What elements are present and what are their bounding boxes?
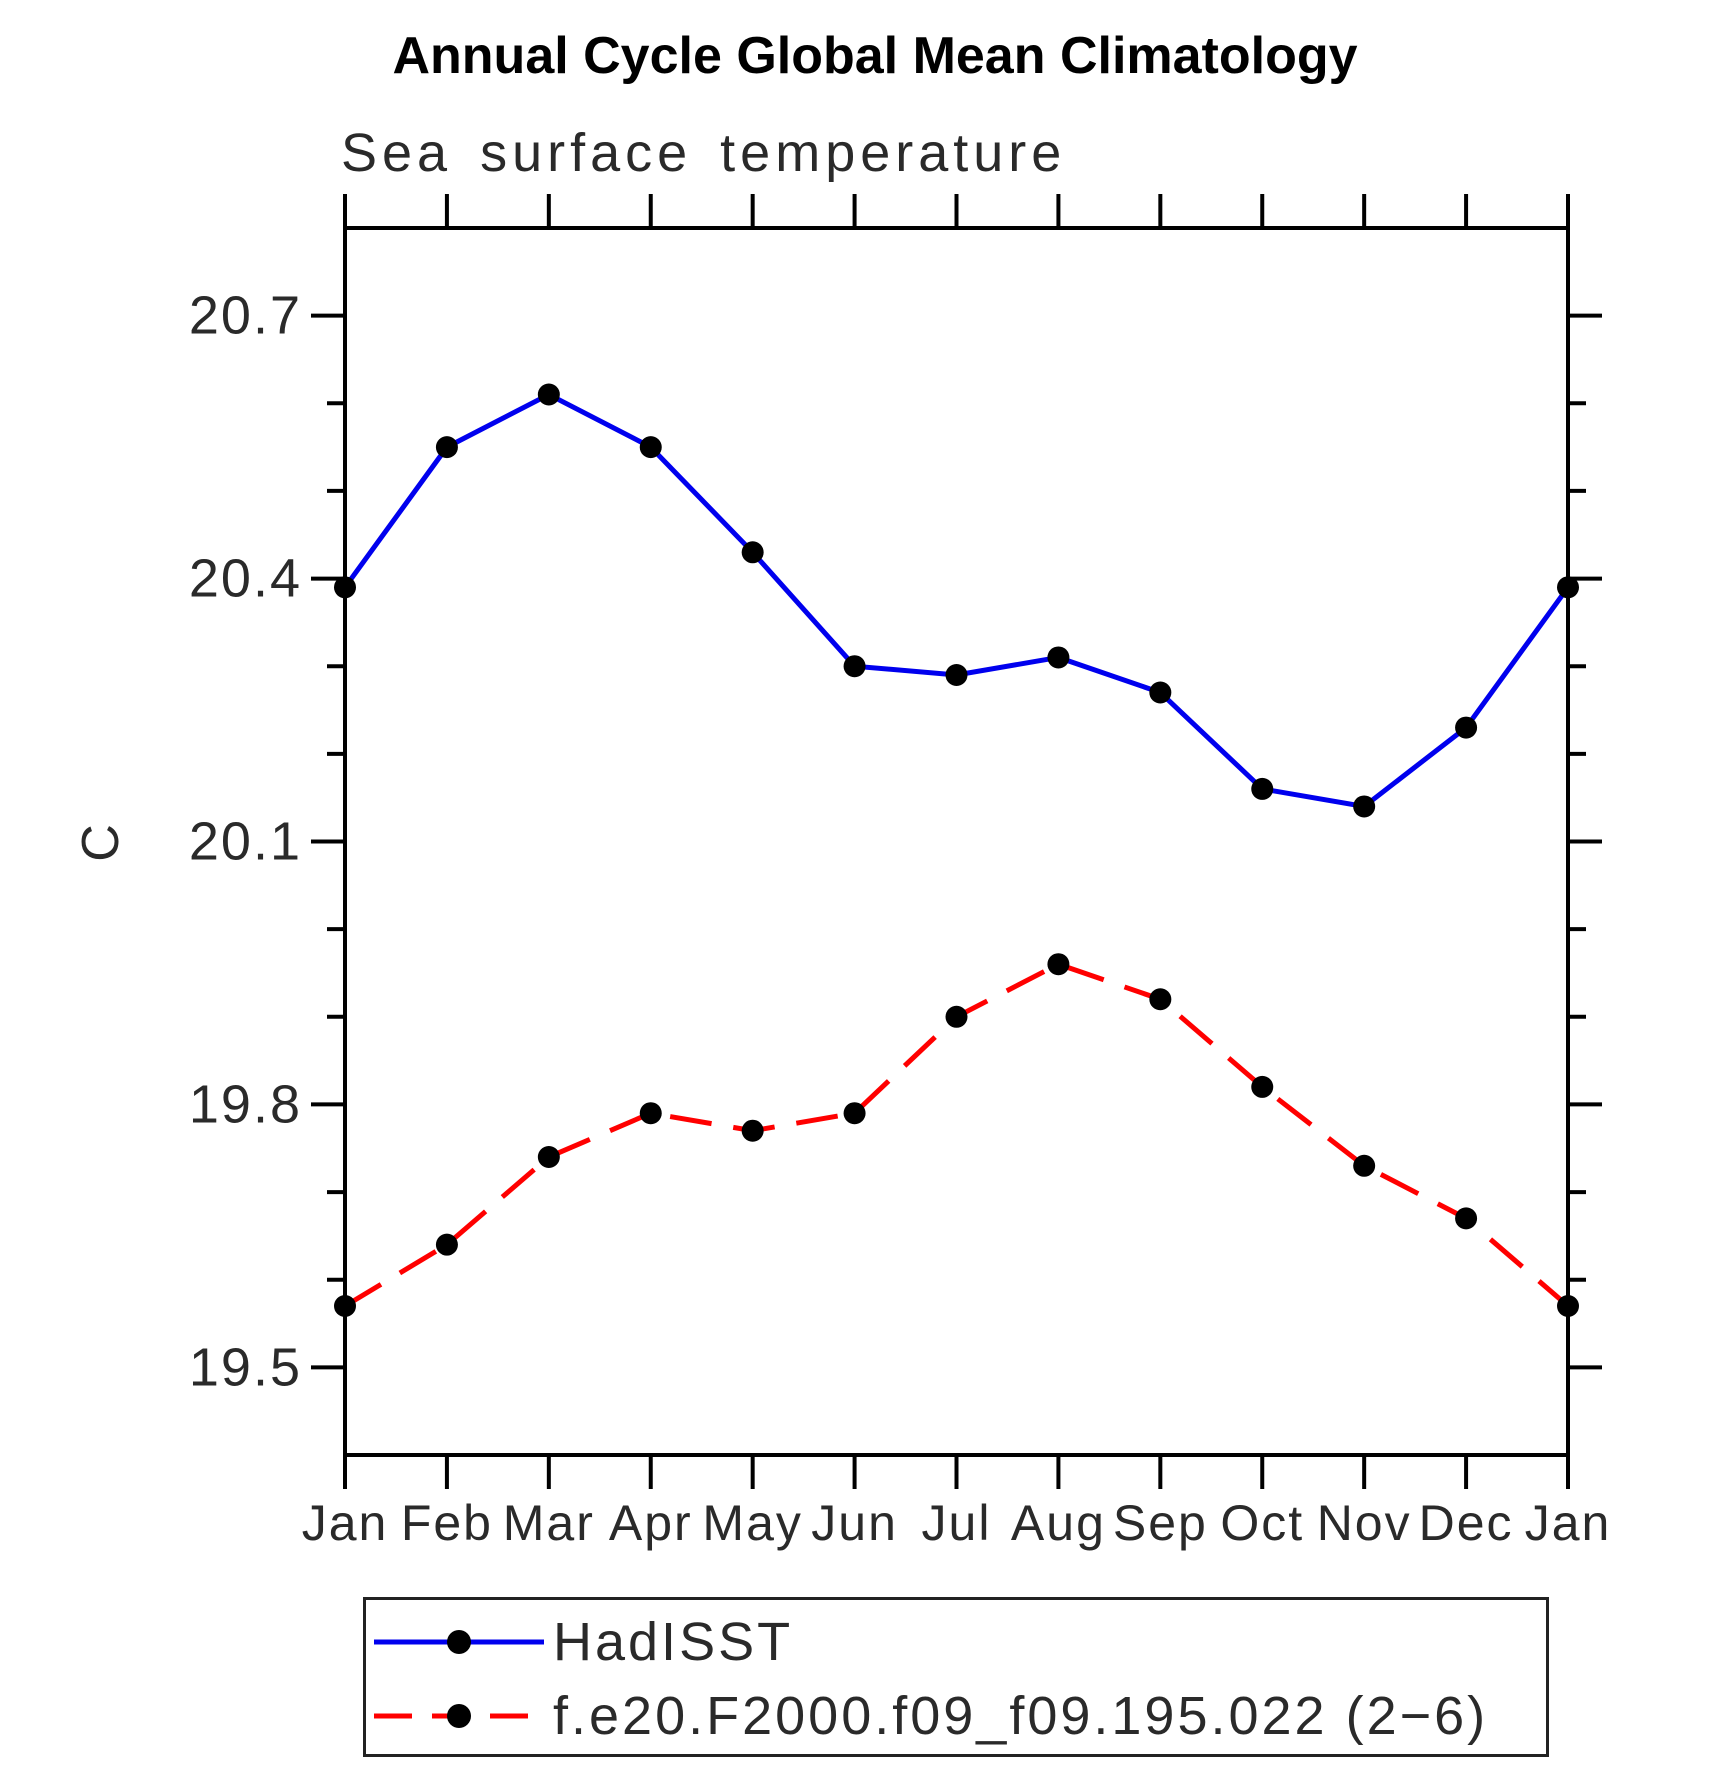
y-axis-tick-label: 20.7: [189, 286, 302, 346]
y-axis-title: C: [72, 822, 130, 862]
data-point: [1047, 646, 1070, 669]
x-axis-month-label: May: [702, 1495, 802, 1551]
data-point: [639, 1102, 662, 1125]
legend-label-observation: HadISST: [553, 1612, 794, 1672]
data-point: [1557, 1295, 1579, 1318]
y-axis-tick-label: 20.4: [189, 549, 302, 609]
y-axis-tick-label: 19.5: [189, 1337, 302, 1397]
x-axis-month-label: Aug: [1011, 1495, 1106, 1551]
legend-line-sample-dashed: [374, 1704, 544, 1728]
data-point: [741, 541, 764, 564]
chart-title: Annual Cycle Global Mean Climatology: [392, 27, 1358, 85]
plot-frame: [343, 226, 1570, 1457]
legend-label-model: f.e20.F2000.f09_f09.195.022 (2−6): [553, 1686, 1489, 1746]
x-axis-month-label: Apr: [609, 1495, 693, 1551]
x-axis-month-label: Sep: [1113, 1495, 1208, 1551]
data-point: [1353, 1154, 1376, 1177]
legend-item-observation: HadISST: [366, 1612, 793, 1672]
data-point: [537, 383, 560, 406]
data-point: [843, 1102, 866, 1125]
x-axis-month-label: Nov: [1317, 1495, 1412, 1551]
data-point: [1455, 716, 1478, 739]
data-point: [1353, 795, 1376, 818]
legend-marker-dot: [447, 1704, 471, 1728]
data-point: [537, 1146, 560, 1169]
series-line-0: [342, 391, 1571, 810]
data-point: [334, 576, 356, 599]
data-point: [1251, 777, 1274, 800]
data-point: [843, 655, 866, 678]
x-axis-month-label: Jul: [922, 1495, 992, 1551]
data-point: [435, 436, 458, 459]
data-point: [1557, 576, 1579, 599]
legend-marker-dot: [447, 1630, 471, 1654]
legend-line-sample-solid: [374, 1630, 544, 1654]
x-axis-month-label: Dec: [1419, 1495, 1514, 1551]
data-point: [1149, 681, 1172, 704]
data-point: [1047, 953, 1070, 976]
data-point: [945, 1005, 968, 1028]
data-point: [639, 436, 662, 459]
chart-subtitle: Sea surface temperature: [341, 123, 1067, 183]
data-point: [1149, 988, 1172, 1011]
x-axis-month-label: Feb: [401, 1495, 493, 1551]
data-point: [945, 663, 968, 686]
data-point: [334, 1295, 356, 1318]
legend: HadISST f.e20.F2000.f09_f09.195.022 (2−6…: [363, 1597, 1549, 1757]
x-axis-month-label: Oct: [1220, 1495, 1304, 1551]
y-axis-tick-label: 19.8: [189, 1074, 302, 1134]
x-axis-month-label: Mar: [503, 1495, 595, 1551]
data-point: [435, 1233, 458, 1256]
data-point: [1251, 1075, 1274, 1098]
data-point: [741, 1119, 764, 1142]
data-point: [1455, 1207, 1478, 1230]
x-axis-month-label: Jan: [1525, 1495, 1612, 1551]
legend-item-model: f.e20.F2000.f09_f09.195.022 (2−6): [366, 1686, 1488, 1746]
x-axis-month-label: Jan: [302, 1495, 389, 1551]
y-axis-tick-label: 20.1: [189, 812, 302, 872]
x-axis-month-label: Jun: [811, 1495, 898, 1551]
